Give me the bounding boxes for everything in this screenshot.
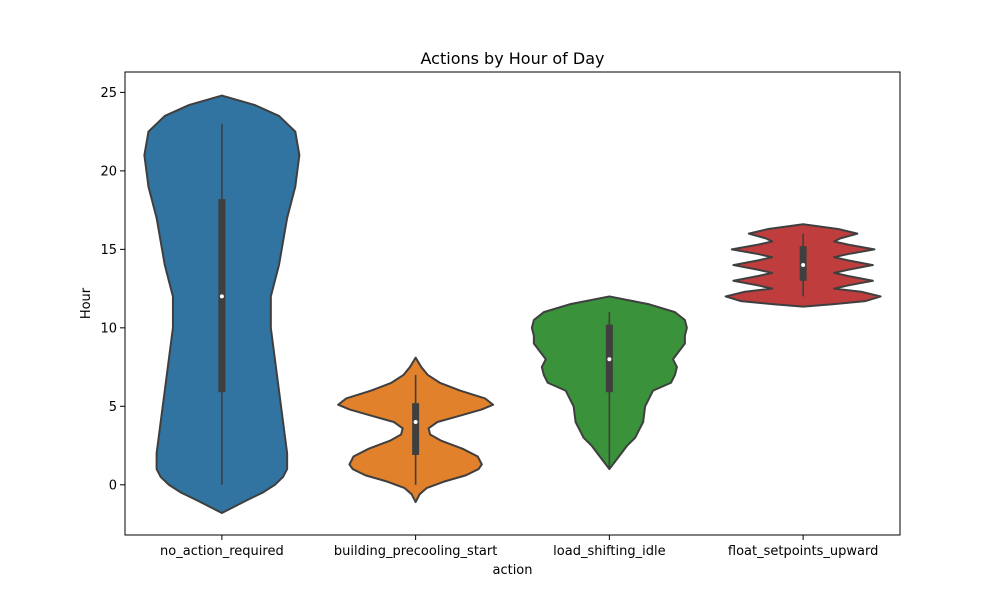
violin-median-dot [219,294,224,299]
y-tick-label: 25 [100,86,117,101]
violin-building_precooling_start [337,356,495,504]
y-axis-label: Hour [79,287,94,319]
violin-float_setpoints_upward [724,223,882,308]
x-tick-label: load_shifting_idle [553,544,665,559]
y-tick-label: 0 [109,478,117,493]
violin-median-dot [801,263,806,268]
violin-load_shifting_idle [530,295,688,471]
x-axis: no_action_required building_precooling_st… [160,535,878,559]
x-tick-label: building_precooling_start [334,544,497,559]
y-tick-label: 20 [100,164,117,179]
y-axis: 0 5 10 15 20 25 [100,86,125,493]
violins-layer [143,94,882,515]
violin-iqr-box [412,403,420,455]
violin-no_action_required [143,94,301,515]
violin-median-dot [607,357,612,362]
plot-frame [124,71,901,536]
x-tick-label: no_action_required [160,544,284,559]
y-tick-label: 10 [100,321,117,336]
y-tick-label: 15 [100,243,117,258]
x-axis-label: action [492,563,532,578]
y-tick-label: 5 [109,400,117,415]
violin-median-dot [413,419,418,424]
chart-title: Actions by Hour of Day [421,49,605,68]
x-tick-label: float_setpoints_upward [728,544,878,559]
